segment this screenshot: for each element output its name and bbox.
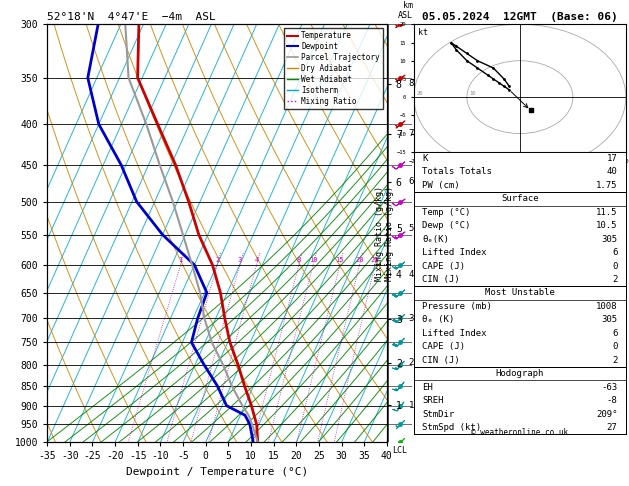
- Text: km
ASL: km ASL: [398, 0, 413, 20]
- Text: 2: 2: [408, 358, 414, 367]
- Text: 52°18'N  4°47'E  −4m  ASL: 52°18'N 4°47'E −4m ASL: [47, 12, 216, 22]
- Text: θₑ (K): θₑ (K): [422, 315, 455, 324]
- Text: K: K: [422, 154, 428, 163]
- Text: 0: 0: [612, 261, 618, 271]
- Text: CAPE (J): CAPE (J): [422, 261, 465, 271]
- Text: 1: 1: [408, 401, 414, 410]
- Text: Lifted Index: Lifted Index: [422, 248, 487, 257]
- Text: 305: 305: [601, 235, 618, 243]
- Text: 209°: 209°: [596, 410, 618, 418]
- Text: 5: 5: [408, 224, 414, 233]
- Text: 27: 27: [606, 423, 618, 432]
- Text: 17: 17: [606, 154, 618, 163]
- Text: CIN (J): CIN (J): [422, 356, 460, 364]
- Text: 20: 20: [355, 257, 364, 263]
- Text: © weatheronline.co.uk: © weatheronline.co.uk: [471, 428, 569, 437]
- Text: Dewp (°C): Dewp (°C): [422, 221, 470, 230]
- Text: 1.75: 1.75: [596, 181, 618, 190]
- Text: 2: 2: [612, 356, 618, 364]
- Text: Hodograph: Hodograph: [496, 369, 544, 378]
- Text: 305: 305: [601, 315, 618, 324]
- Text: 8: 8: [297, 257, 301, 263]
- Text: Surface: Surface: [501, 194, 538, 203]
- Text: -8: -8: [606, 396, 618, 405]
- Text: Totals Totals: Totals Totals: [422, 168, 493, 176]
- Text: CAPE (J): CAPE (J): [422, 342, 465, 351]
- Text: 2: 2: [612, 275, 618, 284]
- Text: 3: 3: [408, 314, 414, 324]
- Text: 1: 1: [179, 257, 182, 263]
- Text: 6: 6: [408, 177, 414, 186]
- Text: 10: 10: [469, 91, 476, 96]
- Text: Pressure (mb): Pressure (mb): [422, 302, 493, 311]
- Text: StmSpd (kt): StmSpd (kt): [422, 423, 481, 432]
- Text: EH: EH: [422, 382, 433, 392]
- Text: 0: 0: [612, 342, 618, 351]
- Text: 2: 2: [215, 257, 220, 263]
- Text: 05.05.2024  12GMT  (Base: 06): 05.05.2024 12GMT (Base: 06): [422, 12, 618, 22]
- Text: Mixing Ratio (g/kg): Mixing Ratio (g/kg): [375, 186, 384, 281]
- Text: 11.5: 11.5: [596, 208, 618, 217]
- Text: CIN (J): CIN (J): [422, 275, 460, 284]
- Text: PW (cm): PW (cm): [422, 181, 460, 190]
- Text: 20: 20: [416, 91, 423, 96]
- Text: 15: 15: [336, 257, 344, 263]
- Text: 4: 4: [408, 270, 414, 278]
- Text: SREH: SREH: [422, 396, 444, 405]
- Text: 10.5: 10.5: [596, 221, 618, 230]
- Text: Most Unstable: Most Unstable: [485, 289, 555, 297]
- Text: -63: -63: [601, 382, 618, 392]
- Text: 6: 6: [612, 329, 618, 338]
- Text: 6: 6: [612, 248, 618, 257]
- Text: 4: 4: [255, 257, 259, 263]
- Text: Lifted Index: Lifted Index: [422, 329, 487, 338]
- Text: 7: 7: [408, 129, 414, 138]
- Text: kt: kt: [418, 28, 428, 37]
- Text: Temp (°C): Temp (°C): [422, 208, 470, 217]
- Text: 3: 3: [238, 257, 242, 263]
- Text: LCL: LCL: [392, 447, 408, 455]
- Text: 10: 10: [309, 257, 318, 263]
- Text: 1008: 1008: [596, 302, 618, 311]
- Text: StmDir: StmDir: [422, 410, 455, 418]
- Legend: Temperature, Dewpoint, Parcel Trajectory, Dry Adiabat, Wet Adiabat, Isotherm, Mi: Temperature, Dewpoint, Parcel Trajectory…: [284, 28, 383, 109]
- Text: 8: 8: [408, 79, 414, 88]
- Text: 25: 25: [370, 257, 379, 263]
- Text: Mixing Ratio (g/kg): Mixing Ratio (g/kg): [386, 186, 394, 281]
- X-axis label: Dewpoint / Temperature (°C): Dewpoint / Temperature (°C): [126, 467, 308, 477]
- Text: θₑ(K): θₑ(K): [422, 235, 449, 243]
- Text: 40: 40: [606, 168, 618, 176]
